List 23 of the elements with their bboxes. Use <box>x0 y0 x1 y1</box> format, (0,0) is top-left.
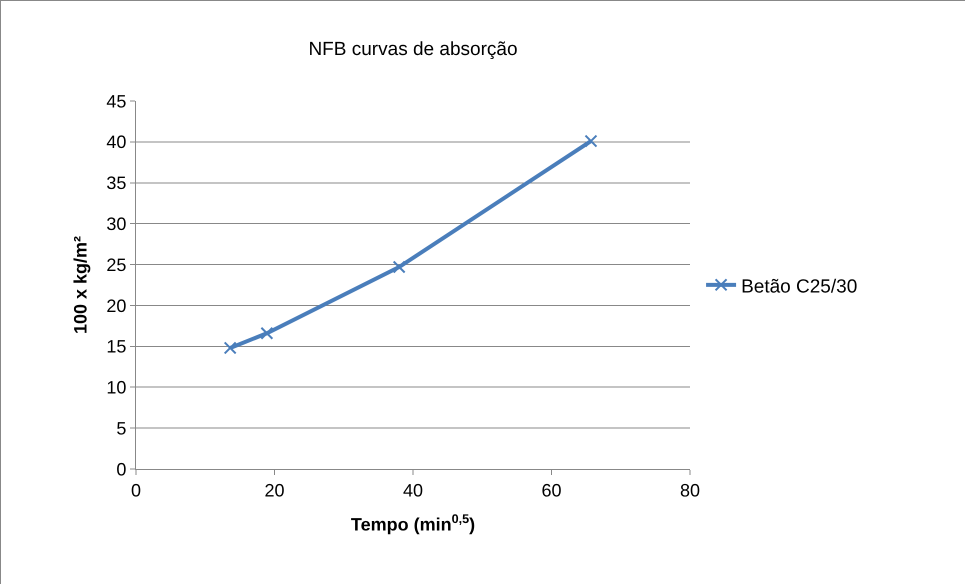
y-tick-label: 20 <box>106 296 126 316</box>
y-axis-title: 100 x kg/m² <box>70 236 91 334</box>
chart-title: NFB curvas de absorção <box>308 39 518 60</box>
point <box>224 341 237 354</box>
x-tick-label: 40 <box>402 480 424 501</box>
x-axis-title: Tempo (min$^{0,5}$) <box>350 512 476 535</box>
y-tick-label: 30 <box>106 214 126 234</box>
y-tick-label: 25 <box>106 254 126 275</box>
point <box>260 326 274 340</box>
y-tick-label: 35 <box>106 173 126 194</box>
x-tick-label: 0 <box>130 480 142 501</box>
x-tick-label: 80 <box>680 480 700 501</box>
y-tick-label: 0 <box>116 459 126 480</box>
x-tick-label: 20 <box>264 480 285 501</box>
y-tick-label: 45 <box>106 91 126 112</box>
y-tick-label: 5 <box>116 418 126 438</box>
legend-label: Betão C25/30 <box>741 276 858 298</box>
y-tick-label: 15 <box>106 336 126 357</box>
y-tick-label: 40 <box>106 132 126 152</box>
x-tick-label: 60 <box>541 480 562 501</box>
point <box>584 134 598 148</box>
y-tick-label: 10 <box>106 378 126 398</box>
point <box>392 260 406 274</box>
